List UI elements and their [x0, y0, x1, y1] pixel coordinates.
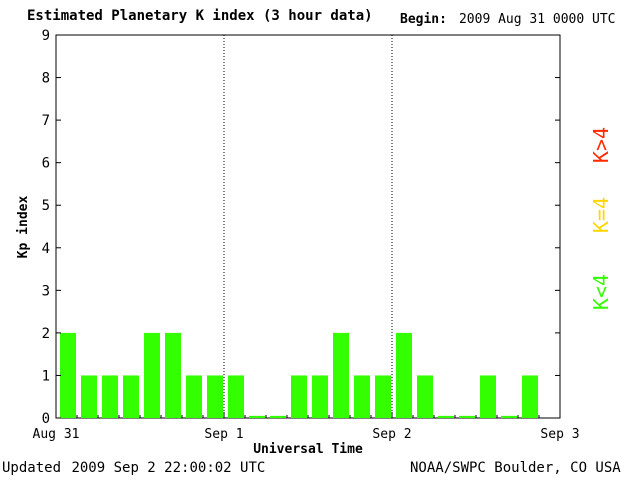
y-tick-label: 3: [42, 283, 50, 299]
kp-bar: [438, 415, 454, 418]
kp-bar: [375, 375, 391, 418]
kp-bar: [102, 375, 118, 418]
y-axis: 0 1 2 3 4 5 6 7 8 9: [42, 28, 560, 427]
kp-bar: [480, 375, 496, 418]
x-tick-label: Sep 2: [372, 427, 411, 442]
kp-bar: [459, 415, 475, 418]
kp-chart: 0 1 2 3 4 5 6 7 8 9 Aug 31 Sep 1 Sep 2 Sep 3 Univers…: [16, 28, 613, 457]
kp-bar: [333, 332, 349, 418]
kp-bar: [207, 375, 223, 418]
kp-bar: [144, 332, 160, 418]
kp-bar: [123, 375, 139, 418]
y-tick-label: 6: [42, 156, 50, 172]
kp-bar: [522, 375, 538, 418]
legend-label: K<4: [589, 274, 613, 310]
kp-bar: [501, 415, 517, 418]
kp-bar: [186, 375, 202, 418]
legend-label: K>4: [589, 127, 613, 163]
y-axis-label: Kp index: [16, 196, 31, 259]
kp-bar: [354, 375, 370, 418]
updated-info: Updated 2009 Sep 2 22:00:02 UTC: [2, 460, 265, 476]
x-axis-label: Universal Time: [253, 442, 363, 457]
updated-value: 2009 Sep 2 22:00:02 UTC: [71, 460, 266, 476]
credit-text: NOAA/SWPC Boulder, CO USA: [410, 460, 621, 476]
kp-bar: [165, 332, 181, 418]
kp-bar: [291, 375, 307, 418]
x-tick-label: Aug 31: [33, 427, 80, 442]
kp-bar: [312, 375, 328, 418]
kp-bar: [396, 332, 412, 418]
y-tick-label: 1: [42, 368, 50, 384]
bars-group: [60, 332, 538, 418]
kp-bar: [60, 332, 76, 418]
kp-bar: [81, 375, 97, 418]
chart-title: Estimated Planetary K index (3 hour data…: [27, 8, 373, 24]
y-tick-label: 2: [42, 326, 50, 342]
y-tick-label: 0: [42, 411, 50, 427]
kp-bar: [249, 415, 265, 418]
legend: K>4 K=4 K<4: [589, 127, 613, 310]
kp-bar: [270, 415, 286, 418]
plot-border: [55, 34, 561, 419]
plot-area: [55, 34, 561, 419]
kp-bar: [417, 375, 433, 418]
x-tick-label: Sep 3: [540, 427, 579, 442]
y-tick-label: 8: [42, 71, 50, 87]
y-tick-label: 4: [42, 241, 50, 257]
y-tick-label: 7: [42, 113, 50, 129]
kp-bar: [228, 375, 244, 418]
x-tick-label: Sep 1: [204, 427, 243, 442]
y-tick-label: 9: [42, 28, 50, 44]
begin-label: Begin:: [400, 12, 447, 27]
legend-label: K=4: [589, 197, 613, 233]
begin-value: 2009 Aug 31 0000 UTC: [458, 12, 616, 27]
updated-label: Updated: [2, 460, 62, 476]
begin-info: Begin: 2009 Aug 31 0000 UTC: [400, 12, 616, 27]
x-axis: Aug 31 Sep 1 Sep 2 Sep 3: [33, 412, 580, 442]
y-tick-label: 5: [42, 198, 50, 214]
